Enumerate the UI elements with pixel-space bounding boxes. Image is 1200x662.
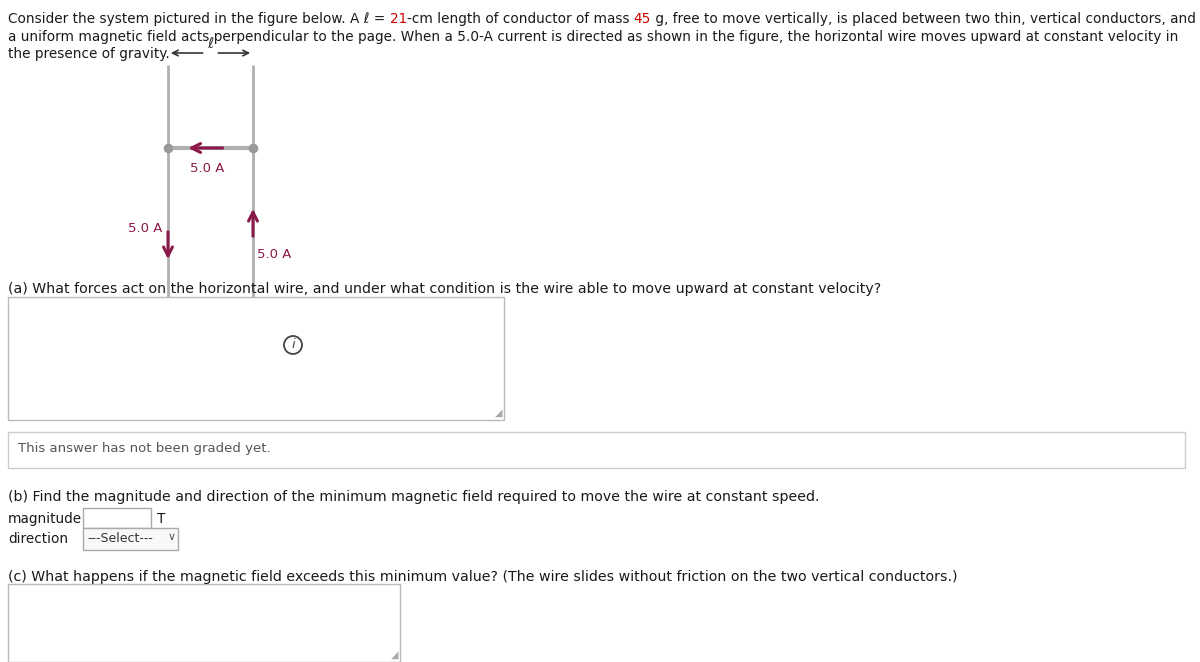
Text: g, free to move vertically, is placed between two thin, vertical conductors, and: g, free to move vertically, is placed be… — [652, 12, 1196, 26]
Text: ◢: ◢ — [494, 408, 502, 418]
Bar — [83, 528, 178, 550]
Text: This answer has not been graded yet.: This answer has not been graded yet. — [18, 442, 271, 455]
Bar — [83, 508, 151, 528]
Text: magnitude: magnitude — [8, 512, 82, 526]
Text: (a) What forces act on the horizontal wire, and under what condition is the wire: (a) What forces act on the horizontal wi… — [8, 282, 881, 296]
Text: (c) What happens if the magnetic field exceeds this minimum value? (The wire sli: (c) What happens if the magnetic field e… — [8, 570, 958, 584]
Point — [244, 143, 263, 154]
Text: 5.0 A: 5.0 A — [257, 248, 292, 261]
Bar — [8, 584, 400, 662]
Text: 21: 21 — [390, 12, 407, 26]
Point — [158, 143, 178, 154]
Text: 5.0 A: 5.0 A — [191, 162, 224, 175]
Text: ---Select---: ---Select--- — [88, 532, 152, 545]
Text: ∨: ∨ — [168, 532, 176, 542]
Bar — [8, 432, 1186, 468]
Text: $\ell$: $\ell$ — [206, 36, 215, 51]
Text: i: i — [292, 338, 295, 352]
Bar — [8, 297, 504, 420]
Text: 5.0 A: 5.0 A — [127, 222, 162, 236]
Text: direction: direction — [8, 532, 68, 546]
Text: Consider the system pictured in the figure below. A ℓ =: Consider the system pictured in the figu… — [8, 12, 390, 26]
Text: the presence of gravity.: the presence of gravity. — [8, 47, 169, 61]
Text: T: T — [157, 512, 166, 526]
Text: (b) Find the magnitude and direction of the minimum magnetic field required to m: (b) Find the magnitude and direction of … — [8, 490, 820, 504]
Text: a uniform magnetic field acts perpendicular to the page. When a 5.0-A current is: a uniform magnetic field acts perpendicu… — [8, 30, 1178, 44]
Text: -cm length of conductor of mass: -cm length of conductor of mass — [407, 12, 634, 26]
Text: ◢: ◢ — [390, 650, 398, 660]
Text: 45: 45 — [634, 12, 652, 26]
